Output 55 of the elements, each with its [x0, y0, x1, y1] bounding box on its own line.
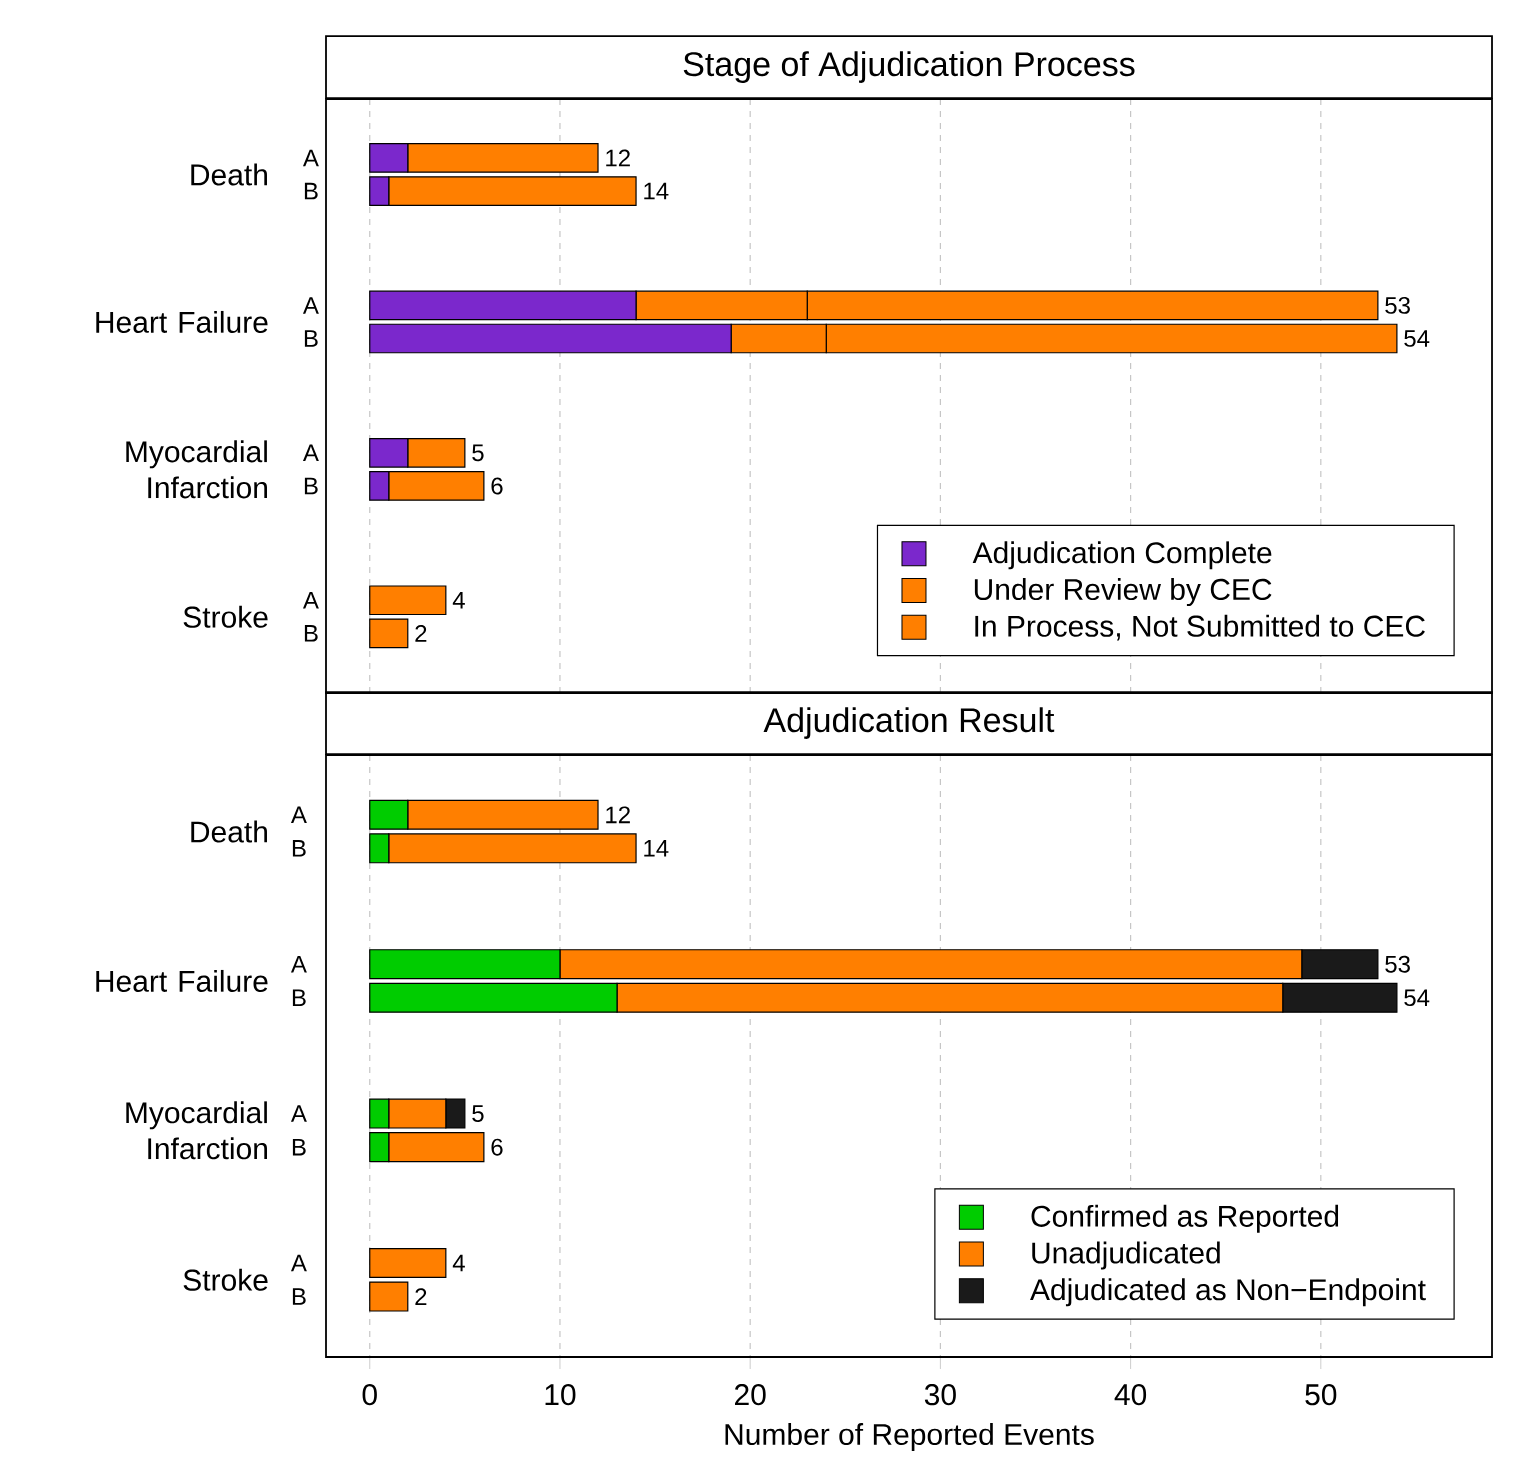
x-axis-title: Number of Reported Events — [725, 1423, 1094, 1451]
y-tick-label: B — [304, 330, 318, 347]
y-tick-label: A — [290, 806, 307, 824]
y-tick-label: B — [304, 477, 318, 495]
total-label: 4 — [452, 591, 465, 609]
text: Stroke — [183, 605, 268, 628]
legend-label: Unadjudicated — [1032, 1241, 1220, 1270]
y-tick-label: B — [304, 625, 318, 642]
x-tick-label: 30 — [924, 1384, 956, 1406]
total-label: 5 — [472, 444, 484, 462]
total-label: 2 — [415, 1288, 427, 1305]
total-label: 53 — [1385, 296, 1410, 314]
y-tick-label: A — [302, 149, 319, 167]
legend-label: In Process, Not Submitted to CEC — [975, 614, 1425, 641]
legend-label: Adjudication Complete — [972, 541, 1272, 570]
text: Death — [191, 820, 267, 843]
y-tick-label: B — [292, 1288, 306, 1305]
legend-label: Confirmed as Reported — [1031, 1204, 1339, 1233]
total-label: 53 — [1385, 955, 1410, 973]
total-label: 14 — [644, 840, 669, 857]
y-tick-label: A — [302, 591, 319, 609]
y-tick-label: B — [292, 840, 306, 857]
text: Heart Failure — [96, 310, 268, 333]
y-tick-label: A — [290, 955, 307, 973]
chart-title: Stage of Adjudication Process — [683, 51, 1135, 83]
x-tick-label: 0 — [362, 1384, 377, 1406]
total-label: 2 — [415, 624, 427, 642]
x-tick-label: 40 — [1114, 1384, 1147, 1406]
y-tick-label: B — [292, 989, 306, 1006]
y-tick-label: A — [290, 1105, 307, 1122]
total-label: 54 — [1404, 330, 1430, 347]
total-label: 12 — [606, 149, 630, 167]
total-label: 14 — [644, 182, 669, 200]
total-label: 6 — [491, 477, 503, 495]
x-tick-label: 50 — [1305, 1384, 1337, 1406]
y-tick-label: B — [292, 1138, 306, 1156]
text: Death — [191, 163, 267, 186]
y-tick-label: A — [302, 297, 319, 314]
legend-label: Under Review by CEC — [974, 578, 1272, 607]
total-label: 6 — [491, 1138, 503, 1156]
text: Myocardial Infarction — [126, 1101, 267, 1160]
y-tick-label: B — [304, 182, 318, 200]
x-tick-label: 10 — [545, 1384, 576, 1406]
total-label: 4 — [452, 1254, 465, 1272]
text: Stroke — [183, 1268, 268, 1291]
text: Heart Failure — [96, 969, 268, 992]
x-tick-label: 20 — [735, 1384, 766, 1406]
total-label: 12 — [606, 806, 630, 824]
legend-label: Adjudicated as Non−Endpoint — [1030, 1278, 1426, 1307]
chart-title: Adjudication Result — [763, 707, 1055, 739]
text: Myocardial Infarction — [126, 440, 267, 499]
y-tick-label: A — [290, 1254, 307, 1272]
y-tick-label: A — [302, 444, 319, 462]
total-label: 5 — [472, 1105, 484, 1122]
total-label: 54 — [1404, 989, 1430, 1007]
